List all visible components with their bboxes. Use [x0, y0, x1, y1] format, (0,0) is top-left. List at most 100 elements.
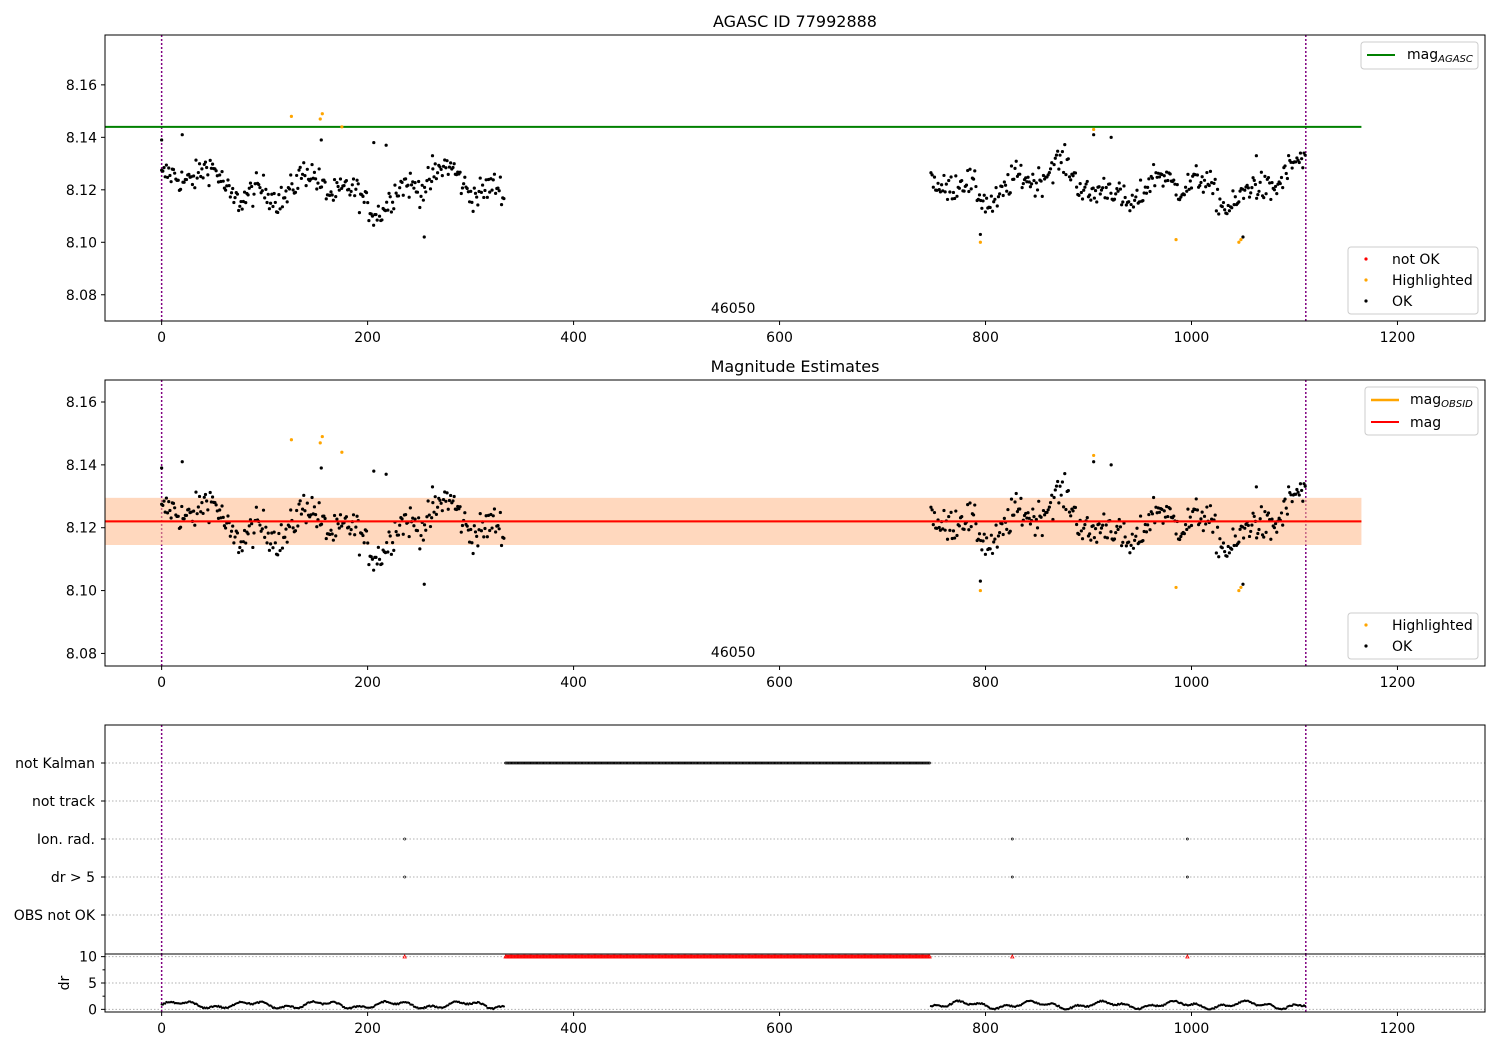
legend-highlighted-marker — [1364, 278, 1368, 282]
ok-point — [1077, 193, 1081, 197]
ok-point — [422, 235, 426, 239]
ok-point — [1067, 510, 1072, 514]
ok-point — [1242, 536, 1246, 540]
ok-point — [1275, 191, 1279, 196]
ok-point — [1238, 527, 1242, 531]
ok-point — [1284, 506, 1288, 510]
ok-point — [938, 190, 943, 194]
ok-point — [1194, 497, 1198, 501]
ok-point — [350, 183, 354, 187]
dr-clipped-marker — [1010, 954, 1015, 959]
ok-point — [347, 525, 351, 529]
ok-point — [1143, 522, 1147, 527]
ok-point — [251, 545, 255, 550]
ok-point — [1186, 507, 1190, 511]
ok-point — [398, 186, 402, 190]
ok-point — [438, 165, 442, 169]
ok-point — [1232, 203, 1236, 207]
ok-point — [305, 167, 309, 171]
ok-point — [1187, 187, 1191, 191]
ok-point — [941, 527, 945, 531]
ok-point — [968, 501, 972, 505]
flag-label-not-track: not track — [32, 794, 96, 810]
ok-point — [1052, 162, 1056, 167]
ok-point — [432, 175, 436, 179]
ok-point — [393, 183, 397, 187]
ok-point — [1199, 517, 1203, 521]
ok-point — [1033, 533, 1037, 537]
ok-point — [1075, 185, 1079, 189]
ok-point — [1161, 521, 1165, 525]
ok-point — [218, 173, 222, 177]
panel-agasc-xtick-label: 400 — [560, 330, 587, 346]
ok-point — [384, 472, 388, 476]
ok-point — [192, 174, 196, 178]
ok-point — [322, 514, 326, 518]
ok-point — [276, 210, 280, 215]
ok-point — [488, 528, 492, 533]
ok-point — [983, 210, 988, 214]
ok-point — [981, 199, 985, 203]
ok-point — [1143, 185, 1147, 189]
panel-agasc-plot-area — [105, 35, 1485, 321]
ok-point — [164, 163, 168, 167]
ok-point — [1115, 187, 1119, 191]
ok-point — [1295, 487, 1299, 492]
ok-point — [355, 178, 359, 182]
ok-point — [1225, 554, 1229, 558]
ok-point — [342, 184, 346, 188]
ok-point — [229, 529, 234, 533]
ok-point — [1257, 527, 1261, 532]
panel-dr-marks — [105, 954, 1485, 1012]
ok-point — [460, 523, 465, 528]
ok-point — [1208, 504, 1213, 508]
ok-point — [1104, 523, 1108, 527]
ok-point — [285, 200, 289, 204]
ok-point — [1135, 526, 1139, 530]
ok-point — [1230, 206, 1234, 210]
ok-point — [445, 491, 449, 495]
ok-point — [1114, 531, 1118, 535]
ok-point — [1144, 530, 1149, 534]
ok-point — [1013, 166, 1017, 170]
ok-point — [388, 534, 392, 538]
ok-point — [994, 523, 998, 527]
ok-point — [1241, 235, 1245, 239]
ok-point — [231, 186, 235, 191]
ok-point — [1118, 525, 1123, 529]
ok-point — [296, 186, 300, 190]
ok-point — [389, 210, 394, 214]
ok-point — [1213, 513, 1217, 517]
panel-agasc-ytick-label: 8.12 — [66, 183, 97, 199]
ok-point — [220, 504, 224, 508]
ok-point — [1221, 200, 1226, 205]
ok-point — [1028, 185, 1033, 189]
ok-point — [431, 501, 435, 505]
ok-point — [409, 183, 414, 187]
ok-point — [199, 174, 203, 179]
ok-point — [502, 536, 506, 540]
ok-point — [291, 188, 295, 192]
ok-point — [932, 510, 937, 515]
ok-point — [254, 171, 258, 175]
ok-point — [1057, 501, 1061, 505]
ok-point — [201, 511, 205, 516]
ok-point — [1256, 193, 1260, 197]
ok-point — [287, 187, 292, 191]
dr-point — [408, 1001, 411, 1005]
ok-point — [930, 508, 934, 512]
ok-point — [444, 166, 448, 170]
highlighted-point — [1237, 240, 1241, 244]
ok-point — [330, 532, 334, 536]
ok-point — [1130, 532, 1134, 536]
ok-point — [494, 191, 498, 195]
ok-point — [1047, 171, 1051, 175]
ok-point — [471, 551, 475, 556]
ok-point — [1183, 185, 1188, 189]
ok-point — [190, 182, 195, 187]
ok-point — [470, 541, 474, 545]
ok-point — [194, 490, 198, 494]
ok-point — [168, 508, 172, 513]
ok-point — [348, 532, 352, 536]
ok-point — [1097, 185, 1101, 189]
